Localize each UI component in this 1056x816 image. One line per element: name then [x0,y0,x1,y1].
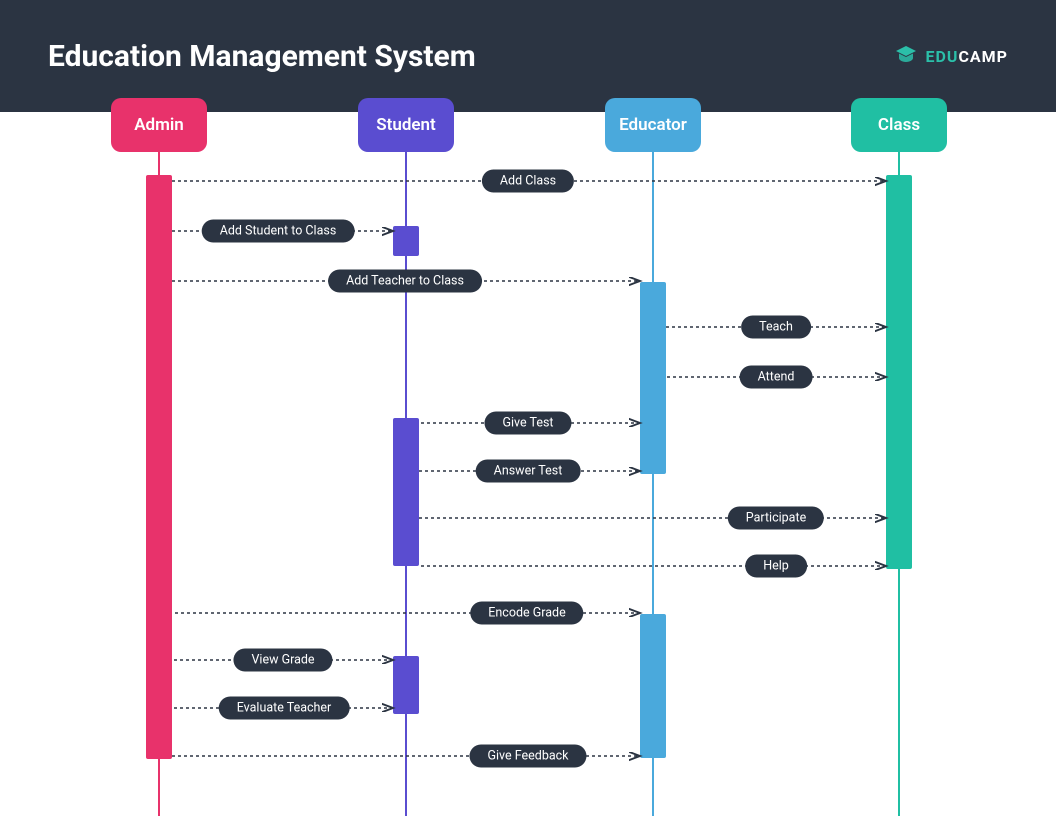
lane-label: Class [878,115,920,135]
message-label: Evaluate Teacher [219,697,350,720]
message-label: Encode Grade [470,602,583,625]
message-label: Teach [741,316,811,339]
message-label: Add Student to Class [202,220,355,243]
lane-header-class: Class [851,98,947,152]
lane-header-educator: Educator [605,98,701,152]
message-label: Add Teacher to Class [328,270,482,293]
activation-student [393,418,419,566]
lane-label: Student [376,115,436,135]
message-label: View Grade [233,649,332,672]
lane-header-admin: Admin [111,98,207,152]
activation-educator [640,614,666,758]
lane-label: Educator [619,115,687,135]
message-label: Give Feedback [469,745,586,768]
activation-admin [146,175,172,759]
message-label: Attend [740,366,813,389]
lane-label: Admin [134,115,184,135]
message-label: Participate [728,507,824,530]
message-label: Add Class [482,170,574,193]
activation-educator [640,282,666,474]
message-label: Give Test [484,412,571,435]
message-label: Answer Test [476,460,581,483]
lane-header-student: Student [358,98,454,152]
message-label: Help [745,555,807,578]
activation-class [886,175,912,569]
sequence-diagram: Admin Student Educator Class Add Class Add St… [0,0,1056,816]
activation-student [393,656,419,714]
activation-student [393,226,419,256]
